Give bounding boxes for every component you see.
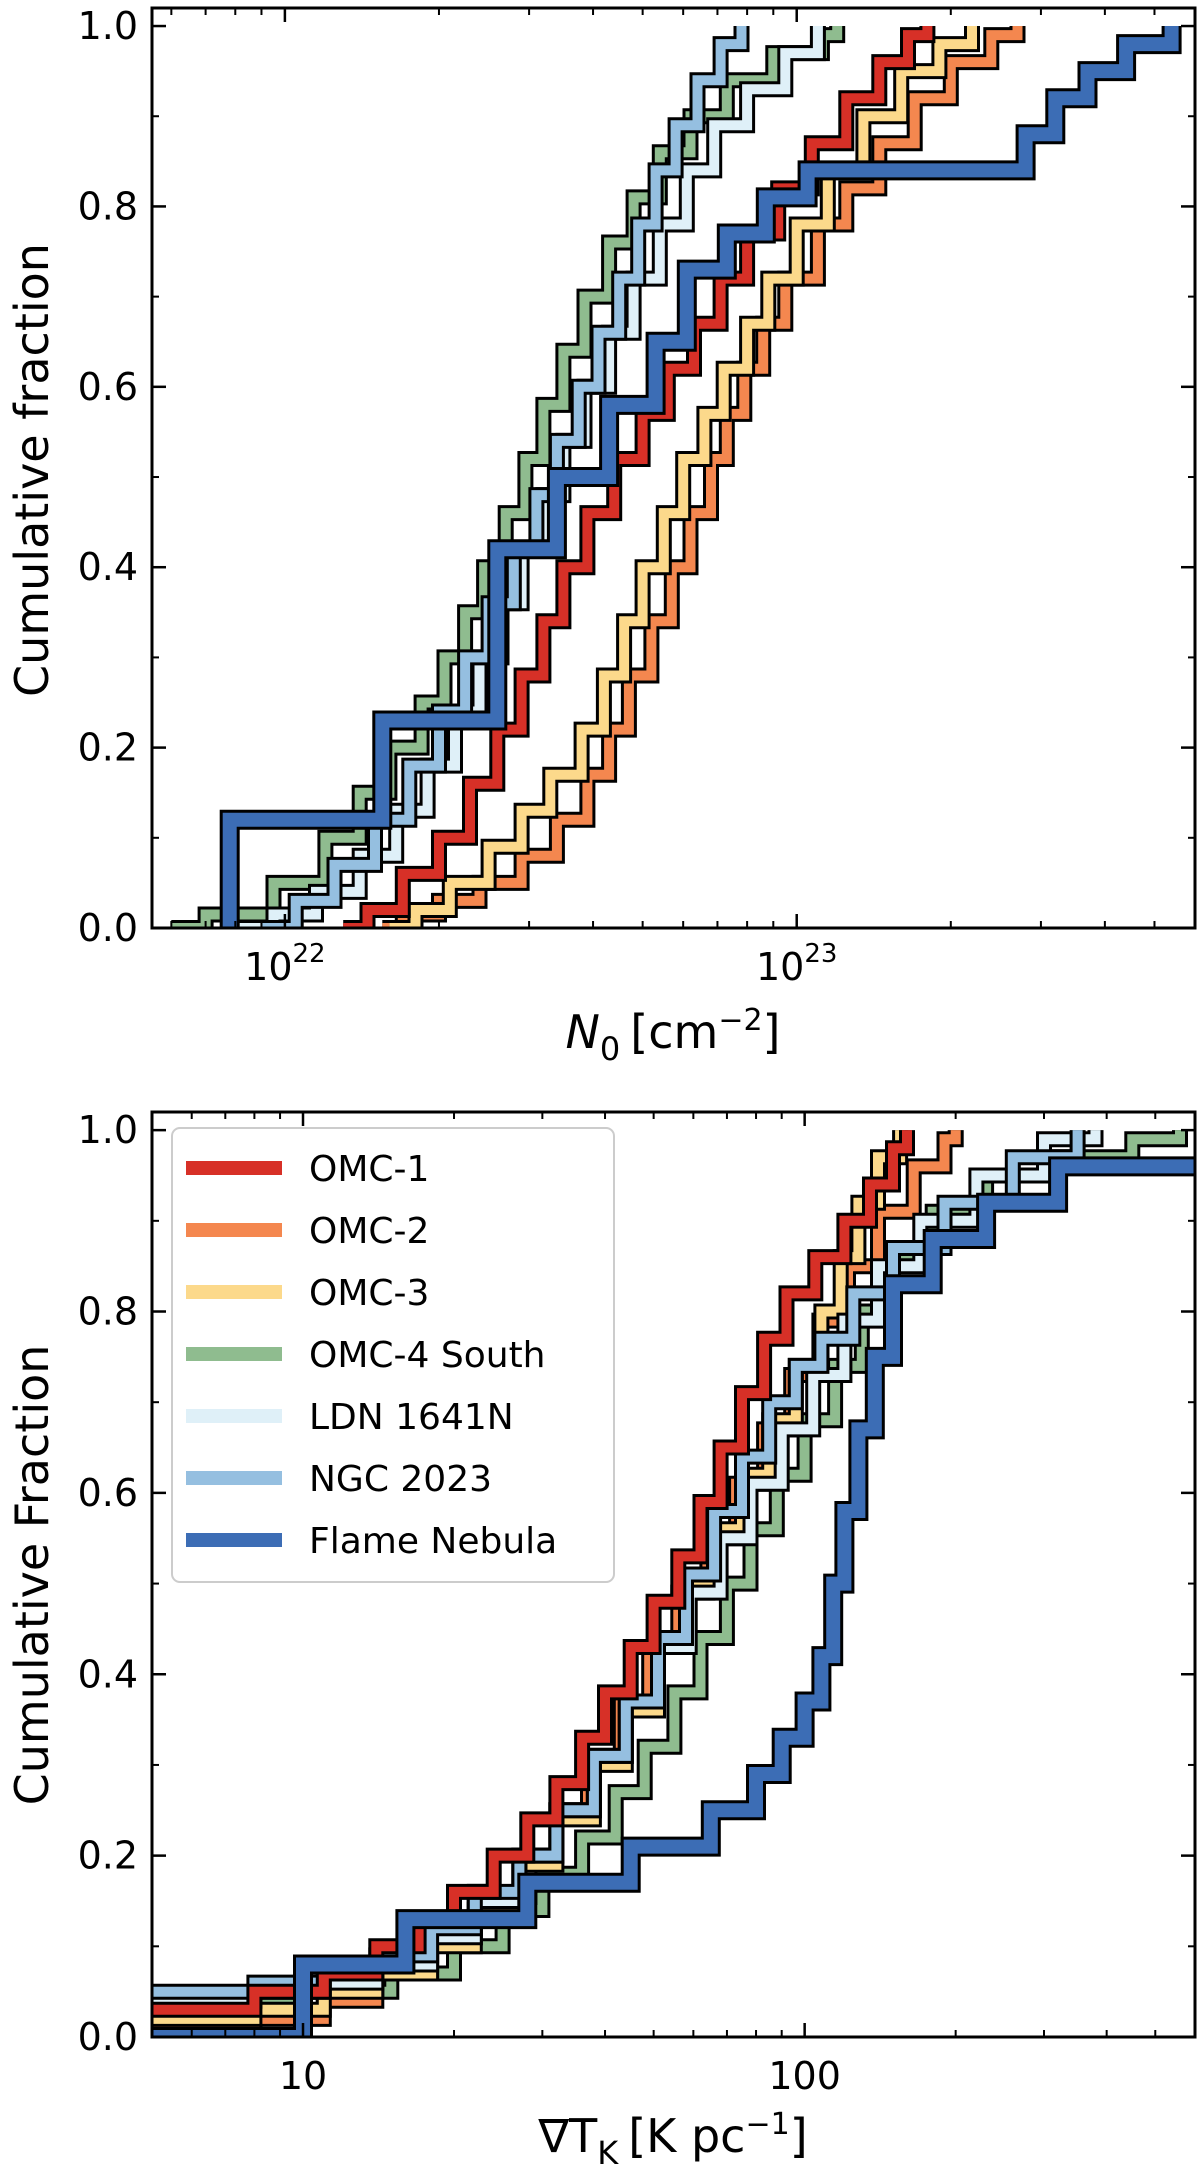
bottom-ticks: 0.0 0.2 0.4 0.6 0.8 1.0 10 100 — [78, 1108, 1196, 2098]
top-xtick-label: 1023 — [756, 939, 837, 989]
top-ticks: 0.0 0.2 0.4 0.6 0.8 1.0 1022 1023 — [78, 4, 1196, 989]
legend-label-omc-3: OMC-3 — [309, 1273, 429, 1314]
top-ytick-label: 1.0 — [78, 4, 138, 48]
legend-label-flame-nebula: Flame Nebula — [309, 1521, 557, 1562]
bottom-plot-frame — [150, 1110, 1197, 2039]
bottom-ytick-label: 0.0 — [78, 2015, 138, 2059]
top-series-ngc-2023 — [261, 26, 750, 928]
top-series-omc-4-south — [171, 26, 846, 928]
bottom-ytick-label: 0.6 — [78, 1471, 138, 1515]
top-series-outline-ngc-2023 — [261, 26, 750, 928]
top-series-clip — [171, 26, 1182, 928]
top-ytick-label: 0.4 — [78, 545, 138, 589]
bottom-panel: 0.0 0.2 0.4 0.6 0.8 1.0 10 100 Cumulative Fract… — [5, 1108, 1197, 2169]
bottom-series-clip — [152, 1130, 1195, 2037]
top-ytick-label: 0.8 — [78, 184, 138, 228]
legend-label-omc-1: OMC-1 — [309, 1149, 429, 1190]
bottom-y-axis-title: Cumulative Fraction — [5, 1345, 59, 1806]
bottom-xtick-label: 100 — [768, 2054, 841, 2098]
bottom-ytick-label: 0.8 — [78, 1290, 138, 1334]
bottom-series-line-ldn-1641n — [152, 1130, 1101, 2006]
top-series-line-omc-4-south — [171, 26, 843, 928]
bottom-series-flame-nebula — [152, 1156, 1195, 2037]
bottom-ytick-label: 1.0 — [78, 1108, 138, 1152]
bottom-x-axis-title: ∇TK [K pc−1] — [537, 2107, 807, 2169]
bottom-series-ldn-1641n — [152, 1130, 1104, 2009]
top-series-omc-2 — [382, 26, 1026, 928]
top-series-line-omc-2 — [382, 26, 1023, 928]
top-ytick-label: 0.2 — [78, 726, 138, 770]
legend: OMC-1 OMC-2 OMC-3 OMC-4 South LDN 1641N NGC 2… — [171, 1127, 615, 1583]
legend-label-omc-4-south: OMC-4 South — [309, 1335, 546, 1376]
bottom-series-group — [152, 1130, 1195, 2037]
top-ytick-label: 0.6 — [78, 365, 138, 409]
top-ytick-label: 0.0 — [78, 906, 138, 950]
top-series-line-omc-1 — [343, 26, 933, 928]
top-series-group — [171, 26, 1182, 928]
bottom-ytick-label: 0.4 — [78, 1652, 138, 1696]
top-series-line-flame-nebula — [222, 26, 1179, 928]
legend-box — [171, 1127, 615, 1583]
legend-label-ldn-1641n: LDN 1641N — [309, 1397, 514, 1438]
top-series-flame-nebula — [219, 26, 1182, 928]
top-xtick-label: 1022 — [244, 939, 325, 989]
bottom-ytick-label: 0.2 — [78, 1834, 138, 1878]
top-y-axis-title: Cumulative fraction — [5, 243, 59, 697]
legend-items: OMC-1 OMC-2 OMC-3 OMC-4 South LDN 1641N NGC 2… — [186, 1149, 557, 1562]
top-x-axis-title: N0 [cm−2] — [565, 1003, 780, 1068]
top-series-outline-omc-4-south — [171, 26, 846, 928]
top-plot-frame — [150, 6, 1197, 930]
top-panel: 0.0 0.2 0.4 0.6 0.8 1.0 1022 1023 Cumulative fr… — [5, 4, 1197, 1068]
bottom-xtick-label: 10 — [279, 2054, 327, 2098]
bottom-series-line-flame-nebula — [152, 1159, 1195, 2037]
top-series-omc-1 — [343, 26, 936, 928]
legend-label-omc-2: OMC-2 — [309, 1211, 429, 1252]
legend-label-ngc-2023: NGC 2023 — [309, 1459, 492, 1500]
